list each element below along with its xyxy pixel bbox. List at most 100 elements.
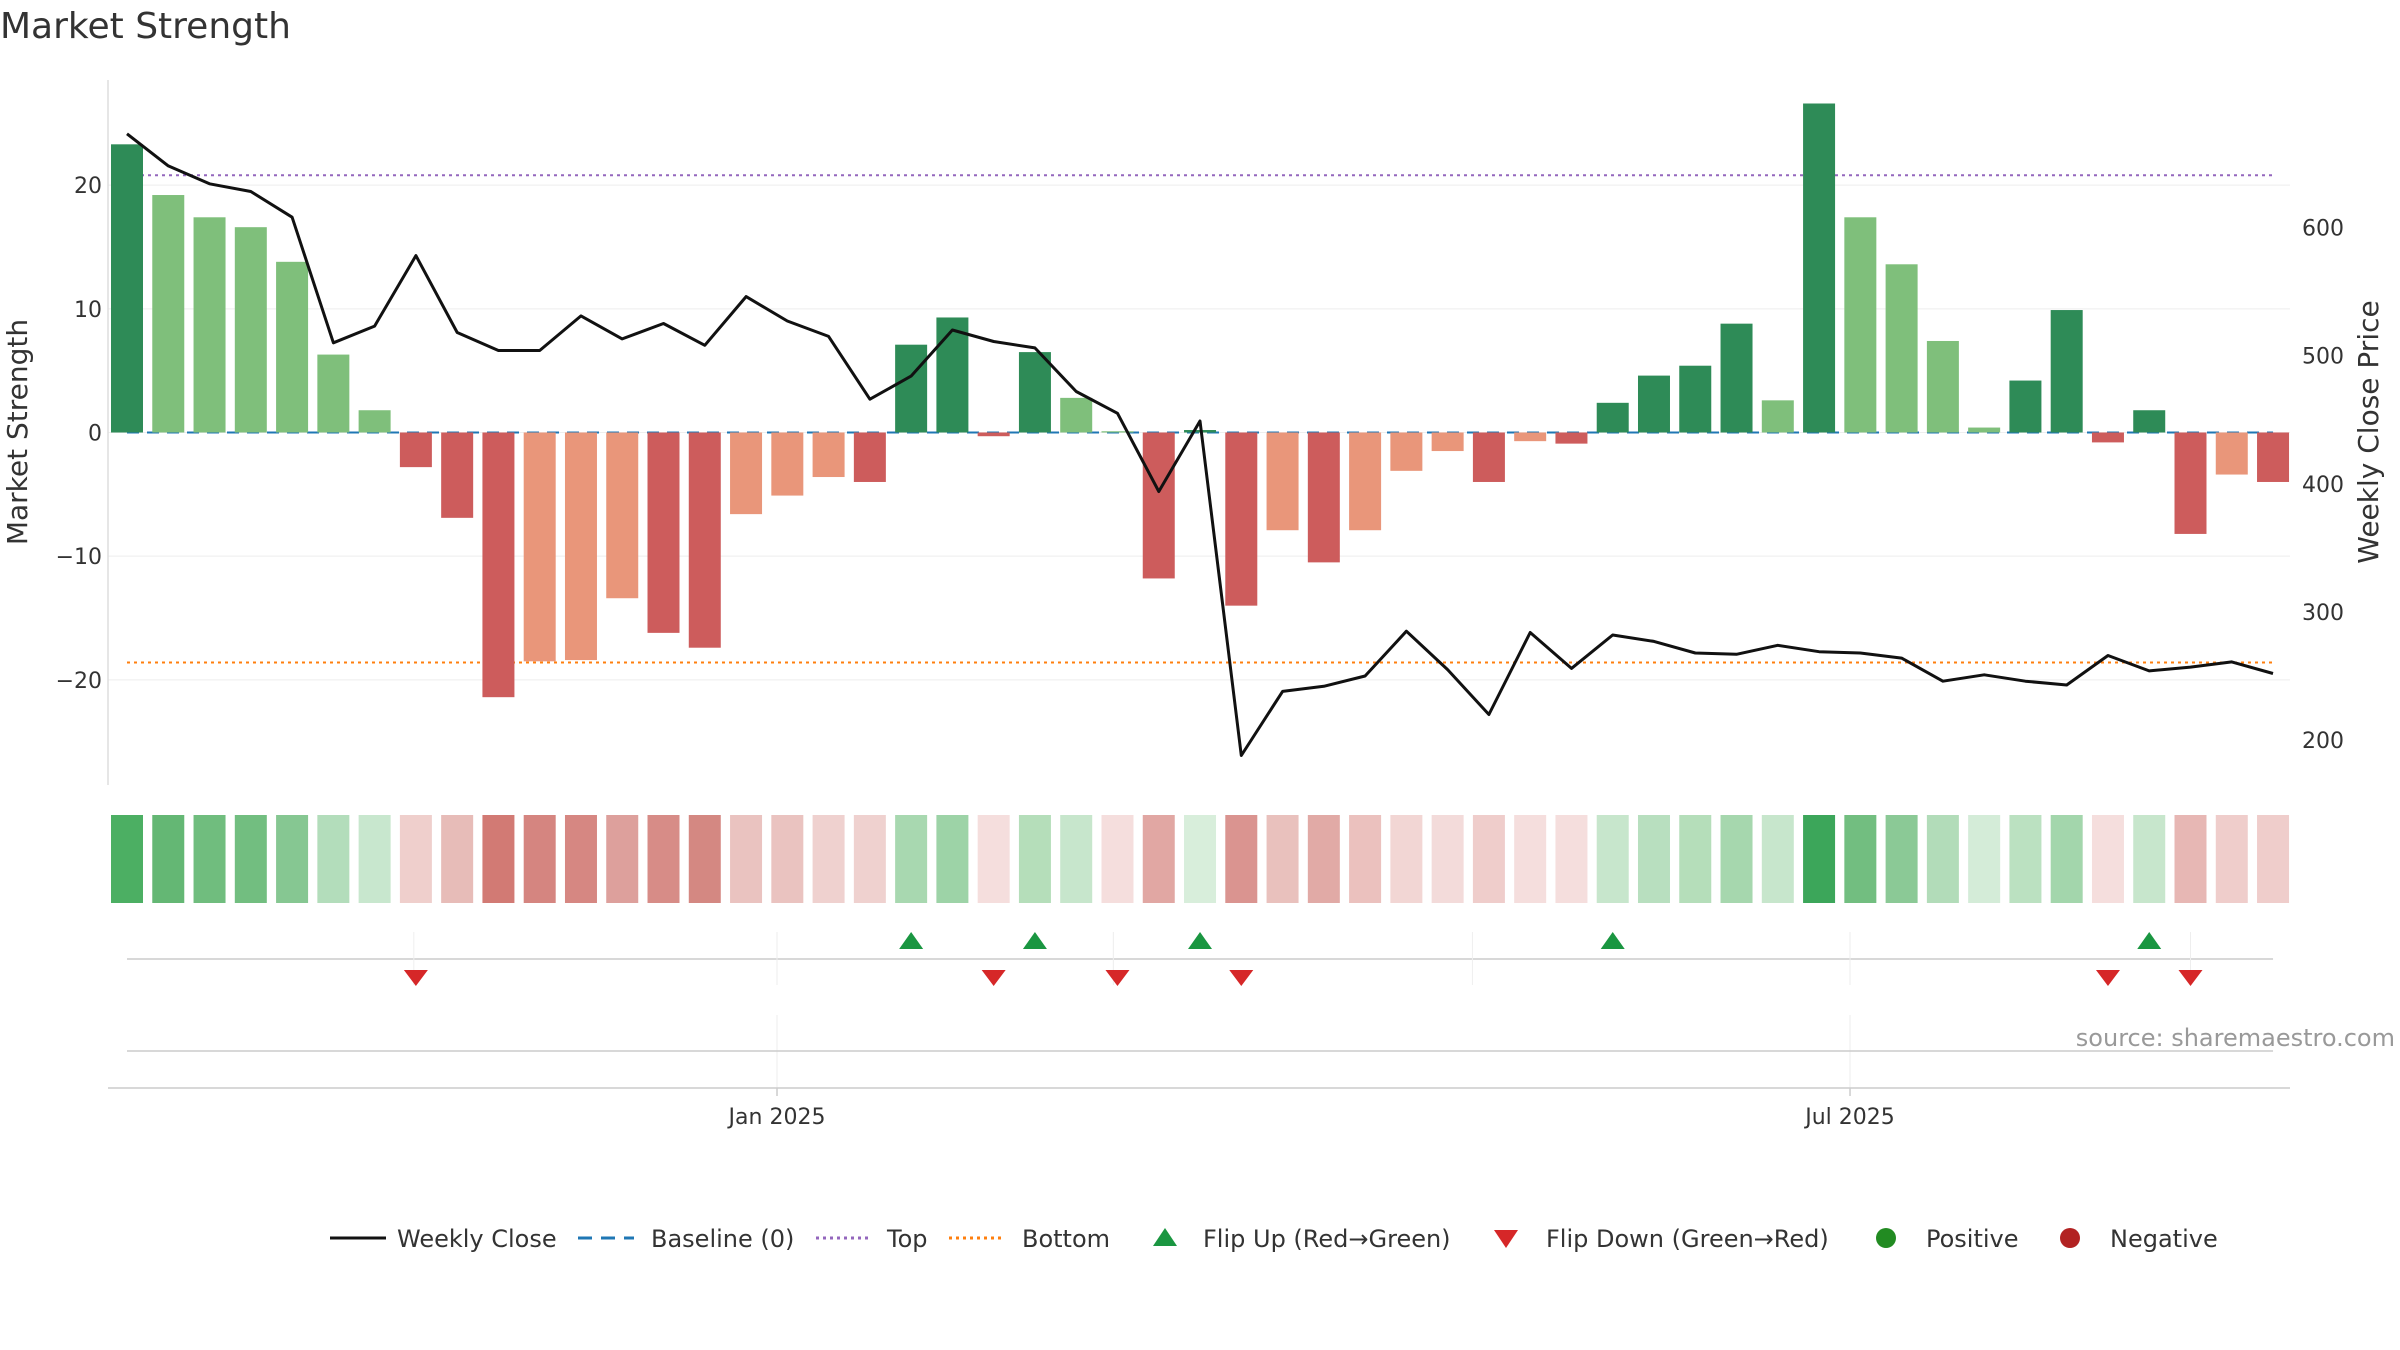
strength-bar: [895, 344, 928, 433]
source-note: source: sharemaestro.com: [2076, 1024, 2395, 1052]
strength-bar: [771, 432, 804, 496]
heat-cell: [193, 815, 226, 903]
heat-cell: [1968, 815, 2001, 903]
legend-key-flip-up: [1153, 1228, 1177, 1246]
strength-bar: [1679, 365, 1712, 433]
flip-down-marker: [1105, 970, 1130, 986]
legend-key-dot: [2060, 1228, 2080, 1248]
strength-bar: [2009, 380, 2042, 433]
flip-up-marker: [1600, 932, 1625, 949]
strength-bar: [1803, 103, 1836, 433]
legend-key-dot: [1876, 1228, 1896, 1248]
heat-cell: [2009, 815, 2042, 903]
y-tick-label: −10: [56, 545, 102, 570]
strength-bars: [111, 103, 2290, 698]
y2-tick-label: 200: [2302, 729, 2344, 754]
legend-label: Bottom: [1022, 1225, 1110, 1253]
date-axis-panel: Jan 2025 Jul 2025: [108, 1015, 2290, 1130]
y-tick-label: 20: [74, 174, 102, 199]
heat-cell: [1266, 815, 1299, 903]
left-axis: 20 10 0 −10 −20: [56, 80, 109, 785]
strength-bar: [111, 144, 143, 433]
strength-bar: [1060, 397, 1093, 433]
strength-bar: [1142, 432, 1175, 579]
strength-bar: [2050, 310, 2083, 433]
heat-cell: [2133, 815, 2166, 903]
x-tick-label: Jul 2025: [1803, 1105, 1895, 1130]
heat-cell: [812, 815, 845, 903]
y2-tick-label: 400: [2302, 473, 2344, 498]
right-axis: 600 500 400 300 200: [2302, 216, 2344, 754]
legend: Weekly Close Baseline (0) Top Bottom Flip Up…: [330, 1225, 2218, 1253]
heat-cell: [399, 815, 432, 903]
heat-cell: [523, 815, 556, 903]
heat-cell: [1431, 815, 1464, 903]
strength-bar: [1885, 264, 1918, 433]
strength-bar: [936, 317, 969, 433]
strength-bar: [1349, 432, 1382, 531]
heat-cell: [276, 815, 309, 903]
heat-cell: [1926, 815, 1959, 903]
heat-cell: [358, 815, 391, 903]
strength-bar: [152, 195, 185, 433]
strength-bar: [1307, 432, 1340, 563]
strength-bar: [1390, 432, 1423, 471]
strength-bar: [317, 354, 350, 433]
strength-bar: [1018, 352, 1051, 433]
heat-cell: [688, 815, 721, 903]
flip-up-marker: [899, 932, 924, 949]
y-axis-title: Market Strength: [1, 319, 34, 545]
strength-bar: [1225, 432, 1258, 606]
heat-cell: [564, 815, 597, 903]
legend-label: Flip Down (Green→Red): [1546, 1225, 1829, 1253]
heat-cell: [1184, 815, 1217, 903]
heat-cell: [895, 815, 928, 903]
heat-cell: [1307, 815, 1340, 903]
legend-key-flip-down: [1494, 1230, 1518, 1248]
heat-cell: [1885, 815, 1918, 903]
weekly-close-line: [126, 132, 2274, 757]
flip-panel: [127, 932, 2274, 986]
heat-cell: [1761, 815, 1794, 903]
strength-bar: [1472, 432, 1505, 482]
heat-cell: [1844, 815, 1877, 903]
heat-cell: [1018, 815, 1051, 903]
heat-cell: [647, 815, 680, 903]
heat-strip: [111, 815, 2290, 903]
heat-cell: [977, 815, 1010, 903]
y-tick-label: 0: [88, 422, 102, 447]
strength-bar: [234, 227, 267, 433]
legend-label: Top: [886, 1225, 928, 1253]
flip-down-marker: [2095, 970, 2120, 986]
heat-cell: [1637, 815, 1670, 903]
flip-down-marker: [981, 970, 1006, 986]
strength-bar: [1555, 432, 1588, 444]
x-tick-label: Jan 2025: [727, 1105, 826, 1130]
heat-cell: [1803, 815, 1836, 903]
flip-up-marker: [1188, 932, 1213, 949]
heat-cell: [2091, 815, 2124, 903]
strength-bar: [1514, 432, 1547, 442]
flip-down-marker: [403, 970, 428, 986]
strength-bar: [441, 432, 474, 518]
strength-bar: [1968, 427, 2001, 433]
strength-bar: [1596, 402, 1629, 433]
heat-cell: [441, 815, 474, 903]
strength-bar: [564, 432, 597, 661]
strength-bar: [688, 432, 721, 648]
heat-cell: [2215, 815, 2248, 903]
strength-bar: [193, 217, 226, 433]
strength-bar: [647, 432, 680, 633]
strength-bar: [358, 410, 391, 433]
legend-label: Negative: [2110, 1225, 2218, 1253]
heat-cell: [1720, 815, 1753, 903]
strength-bar: [606, 432, 639, 599]
y2-tick-label: 300: [2302, 601, 2344, 626]
y2-axis-title: Weekly Close Price: [2352, 300, 2385, 563]
legend-label: Weekly Close: [397, 1225, 557, 1253]
strength-bar: [853, 432, 886, 482]
heat-cell: [1472, 815, 1505, 903]
heat-cell: [2257, 815, 2290, 903]
y2-tick-label: 600: [2302, 216, 2344, 241]
